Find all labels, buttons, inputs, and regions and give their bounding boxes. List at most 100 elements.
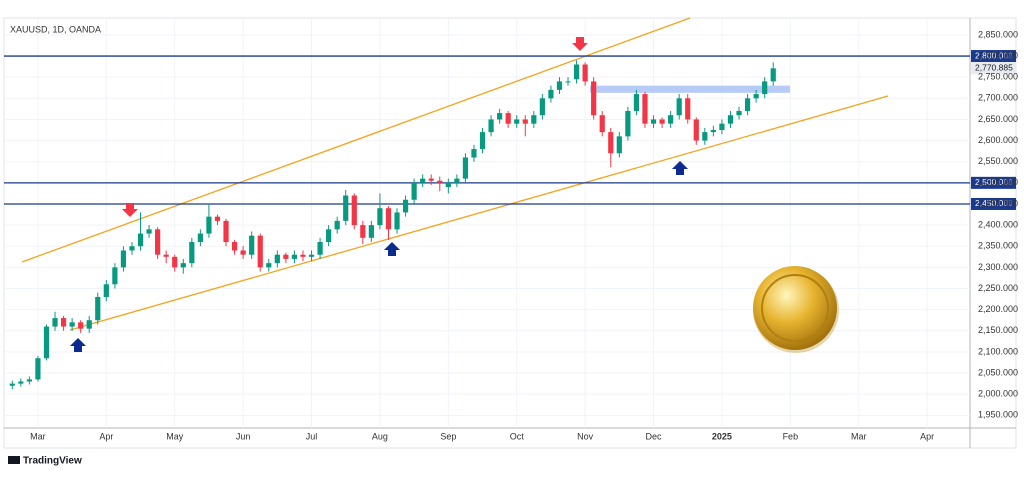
candle-body: [214, 216, 221, 221]
candle-body: [368, 225, 374, 238]
candle-body: [625, 110, 631, 137]
candle-body: [488, 119, 494, 133]
arrow-down: [572, 37, 588, 51]
x-tick-label: Mar: [30, 431, 46, 441]
candle-body: [676, 98, 682, 116]
candle-body: [522, 119, 528, 124]
candle-body: [52, 318, 58, 327]
candle-body: [35, 358, 41, 380]
y-tick-label: 2,700.000: [978, 93, 1018, 103]
candle-body: [189, 242, 195, 264]
candle-body: [291, 254, 298, 259]
y-tick-label: 2,550.000: [978, 156, 1018, 166]
logo: TradingView: [8, 456, 82, 467]
x-tick-label: Oct: [510, 431, 525, 441]
candle-body: [514, 119, 520, 124]
candle-body: [308, 254, 315, 257]
y-tick-label: 2,750.000: [978, 72, 1018, 82]
level-label: 2,500.000: [975, 177, 1013, 187]
y-tick-label: 2,850.000: [978, 29, 1018, 39]
candle-body: [137, 233, 144, 247]
candle-body: [60, 318, 67, 327]
coin: [753, 266, 837, 350]
logo-mark: [8, 456, 20, 464]
candle-body: [565, 81, 571, 83]
candle-body: [582, 64, 588, 82]
coin-rim: [761, 274, 829, 342]
level-label: 2,800.000: [975, 50, 1013, 60]
candle-body: [591, 81, 597, 116]
y-tick-label: 2,200.000: [978, 304, 1018, 314]
footer-brand: TradingView: [23, 456, 82, 467]
resistance-zone: [590, 85, 790, 93]
candle-body: [428, 178, 434, 181]
y-tick-label: 2,000.000: [978, 389, 1018, 399]
arrows: [70, 37, 688, 352]
candle-body: [762, 81, 768, 95]
arrow-up: [672, 161, 688, 175]
candle-body: [454, 178, 460, 183]
candle-body: [351, 195, 357, 226]
candle-body: [231, 242, 238, 251]
candle-body: [556, 81, 563, 90]
candle-body: [659, 119, 665, 124]
x-tick-label: Apr: [99, 431, 113, 441]
candle-body: [505, 113, 511, 124]
candle-body: [223, 220, 229, 243]
candle-body: [103, 284, 109, 297]
y-tick-label: 2,050.000: [978, 367, 1018, 377]
candle-body: [266, 263, 272, 268]
candle-body: [172, 256, 178, 268]
y-tick-label: 2,500.000: [978, 177, 1018, 187]
candle-body: [180, 263, 186, 268]
x-tick-label: Jun: [236, 431, 251, 441]
y-tick-label: 2,250.000: [978, 283, 1018, 293]
candle-body: [69, 322, 75, 327]
candle-body: [78, 322, 84, 329]
candle-body: [120, 250, 127, 268]
symbol-title: XAUUSD, 1D, OANDA: [10, 24, 101, 34]
candle-body: [531, 115, 537, 124]
level-tag: [971, 197, 1016, 210]
candle-body: [9, 383, 15, 386]
candle-body: [471, 149, 477, 158]
arrow-down: [122, 203, 138, 217]
candle-body: [95, 296, 101, 321]
candle-body: [727, 115, 734, 124]
candle-body: [326, 229, 332, 243]
candle-body: [18, 381, 24, 384]
level-tag: [971, 176, 1016, 189]
x-tick-label: Nov: [577, 431, 594, 441]
candle-body: [685, 98, 691, 120]
last-price-tag: [971, 62, 1016, 75]
candle-body: [650, 119, 657, 124]
candle-body: [377, 208, 383, 226]
level-label: 2,450.000: [975, 198, 1013, 208]
candle-body: [343, 195, 349, 221]
candle-body: [129, 246, 135, 251]
candle-body: [163, 254, 169, 257]
candle-body: [112, 267, 118, 285]
candle-body: [616, 136, 622, 154]
x-tick-label: 2025: [712, 431, 732, 441]
x-tick-label: Feb: [783, 431, 799, 441]
candle-body: [274, 254, 280, 264]
arrow-up: [384, 242, 400, 256]
candle-body: [86, 320, 92, 329]
candle-body: [693, 119, 699, 141]
y-tick-label: 2,400.000: [978, 219, 1018, 229]
candle-body: [146, 229, 152, 234]
y-tick-label: 2,650.000: [978, 114, 1018, 124]
candle-body: [462, 157, 469, 179]
y-tick-label: 2,600.000: [978, 135, 1018, 145]
candle-body: [479, 132, 486, 150]
channel-lower: [69, 95, 889, 331]
candle-body: [599, 115, 605, 133]
level-tag: [971, 50, 1016, 63]
y-tick-label: 2,450.000: [978, 198, 1018, 208]
candle-body: [411, 182, 417, 200]
y-tick-label: 2,100.000: [978, 346, 1018, 356]
y-tick-label: 2,150.000: [978, 325, 1018, 335]
candle-body: [197, 233, 203, 243]
candle-body: [26, 379, 32, 382]
